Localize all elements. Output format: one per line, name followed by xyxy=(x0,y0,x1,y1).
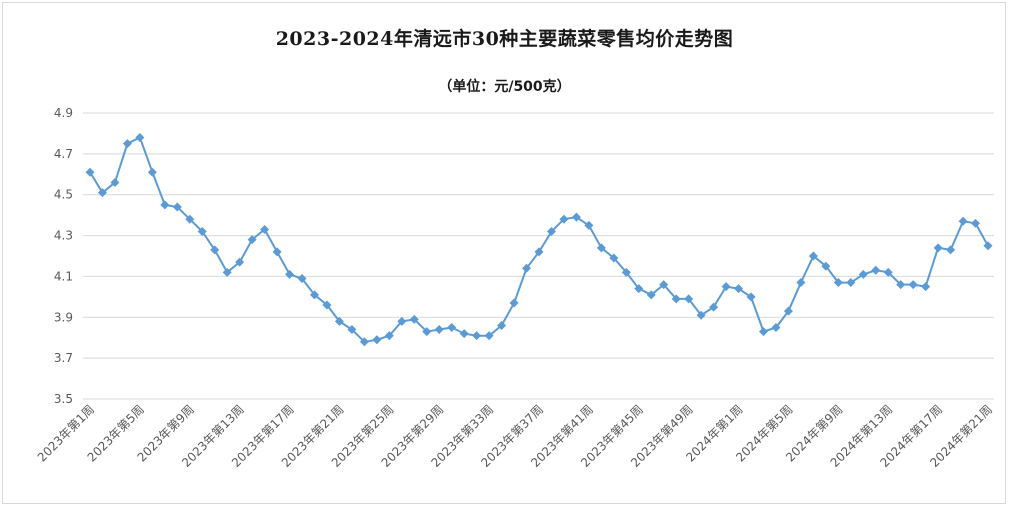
data-point-marker xyxy=(971,218,981,228)
data-point-marker xyxy=(659,280,669,290)
data-point-marker xyxy=(734,284,744,294)
data-point-marker xyxy=(584,220,594,230)
data-point-marker xyxy=(571,212,581,222)
data-point-marker xyxy=(596,243,606,253)
data-point-marker xyxy=(958,216,968,226)
y-axis-ticks: 3.5 3.7 3.9 4.1 4.3 4.5 4.7 4.9 xyxy=(54,106,73,406)
data-point-marker xyxy=(546,226,556,236)
data-point-marker xyxy=(459,329,469,339)
data-point-marker xyxy=(222,267,232,277)
data-point-marker xyxy=(871,265,881,275)
data-point-marker xyxy=(160,200,170,210)
data-point-marker xyxy=(472,331,482,341)
y-tick-label: 3.5 xyxy=(54,392,73,406)
data-point-marker xyxy=(696,310,706,320)
data-point-marker xyxy=(896,280,906,290)
y-tick-label: 4.7 xyxy=(54,147,73,161)
data-point-marker xyxy=(310,290,319,300)
data-point-marker xyxy=(484,331,494,341)
data-point-marker xyxy=(347,325,357,335)
data-point-marker xyxy=(409,314,419,324)
data-point-marker xyxy=(85,167,95,177)
data-point-marker xyxy=(846,278,856,288)
data-point-marker xyxy=(147,167,157,177)
data-point-marker xyxy=(759,327,768,337)
data-point-marker xyxy=(384,331,394,341)
data-point-marker xyxy=(933,243,943,253)
data-point-marker xyxy=(771,323,781,332)
gridlines xyxy=(83,112,994,400)
data-point-marker xyxy=(908,280,918,290)
data-point-marker xyxy=(833,278,843,288)
data-point-marker xyxy=(422,327,432,337)
y-tick-label: 4.3 xyxy=(54,229,73,243)
data-point-marker xyxy=(297,273,307,283)
y-tick-label: 3.9 xyxy=(54,310,73,324)
data-point-marker xyxy=(634,284,644,294)
data-point-marker xyxy=(260,224,270,234)
data-point-marker xyxy=(497,320,507,330)
data-point-marker xyxy=(372,335,382,345)
data-point-marker xyxy=(272,247,282,257)
data-point-marker xyxy=(110,177,120,187)
data-point-marker xyxy=(197,226,207,236)
data-point-marker xyxy=(122,139,132,149)
data-point-marker xyxy=(796,278,806,288)
data-point-marker xyxy=(235,257,245,267)
data-point-marker xyxy=(671,294,681,304)
data-point-marker xyxy=(334,316,344,326)
data-point-marker xyxy=(946,245,956,255)
data-point-marker xyxy=(709,302,719,312)
data-point-marker xyxy=(821,261,831,271)
data-point-marker xyxy=(97,188,107,198)
x-axis-ticks: 2023年第1周2023年第5周2023年第9周2023年第13周2023年第1… xyxy=(35,402,995,470)
series-markers xyxy=(85,133,993,347)
data-point-marker xyxy=(185,214,195,224)
y-tick-label: 4.5 xyxy=(54,188,73,202)
chart-title: 2023-2024年清远市30种主要蔬菜零售均价走势图 xyxy=(275,28,734,50)
data-point-marker xyxy=(210,245,220,255)
data-point-marker xyxy=(621,267,631,277)
chart-subtitle: （单位：元/500克） xyxy=(438,79,571,95)
series-line xyxy=(89,136,989,343)
data-point-marker xyxy=(172,202,182,212)
data-point-marker xyxy=(808,251,818,261)
data-point-marker xyxy=(983,241,993,251)
data-point-marker xyxy=(783,306,793,316)
data-point-marker xyxy=(509,298,519,308)
data-point-marker xyxy=(883,267,893,277)
data-point-marker xyxy=(447,323,457,332)
data-point-marker xyxy=(247,235,257,245)
data-point-marker xyxy=(434,325,444,335)
data-point-marker xyxy=(746,292,756,302)
data-point-marker xyxy=(322,300,332,310)
data-point-marker xyxy=(721,282,731,292)
data-point-marker xyxy=(135,133,145,143)
y-tick-label: 3.7 xyxy=(54,351,73,365)
data-point-marker xyxy=(522,263,532,273)
data-point-marker xyxy=(921,282,931,292)
y-tick-label: 4.9 xyxy=(54,106,73,120)
data-point-marker xyxy=(646,290,656,300)
data-point-marker xyxy=(858,269,868,279)
data-point-marker xyxy=(559,214,569,224)
data-point-marker xyxy=(397,316,407,326)
data-point-marker xyxy=(285,269,295,279)
data-point-marker xyxy=(359,337,369,347)
y-tick-label: 4.1 xyxy=(54,269,73,283)
data-point-marker xyxy=(609,253,619,263)
data-point-marker xyxy=(534,247,544,257)
data-point-marker xyxy=(684,294,694,304)
